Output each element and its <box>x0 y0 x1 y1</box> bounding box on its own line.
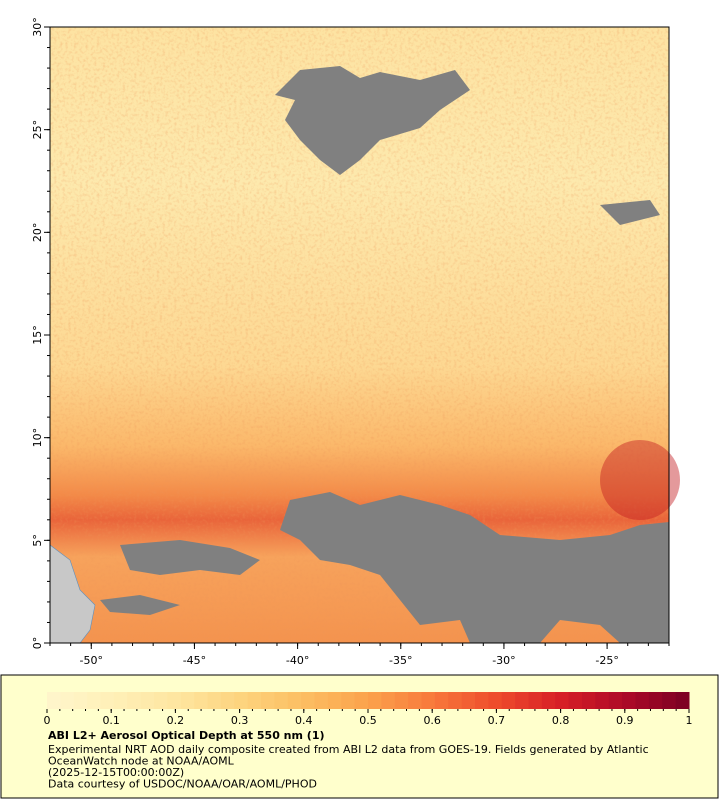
colorbar-swatch <box>354 692 369 709</box>
colorbar-swatch <box>541 692 556 709</box>
colorbar-swatch <box>582 692 596 709</box>
caption-note: Experimental NRT AOD daily composite cre… <box>48 743 649 756</box>
x-tick-label: -25° <box>595 654 618 667</box>
colorbar-swatch <box>127 692 142 709</box>
colorbar-swatch <box>73 692 88 709</box>
colorbar-swatch <box>180 692 195 709</box>
colorbar-swatch <box>327 692 342 709</box>
colorbar-swatch <box>635 692 650 709</box>
colorbar-swatch <box>434 692 449 709</box>
colorbar-swatch <box>287 692 302 709</box>
colorbar-swatch <box>648 692 663 709</box>
x-tick-label: -35° <box>389 654 412 667</box>
y-tick-label: 15° <box>31 325 44 345</box>
colorbar-tick-label: 0 <box>44 714 51 727</box>
y-tick-label: 20° <box>31 223 44 243</box>
x-tick-label: -45° <box>183 654 206 667</box>
map-image <box>49 27 680 644</box>
colorbar-tick-label: 0.5 <box>359 714 377 727</box>
colorbar-swatch <box>528 692 543 709</box>
colorbar-tick-label: 0.9 <box>616 714 634 727</box>
colorbar-swatch <box>368 692 382 709</box>
y-tick-label: 10° <box>31 428 44 448</box>
colorbar-swatch <box>448 692 463 709</box>
colorbar-swatch <box>261 692 275 709</box>
colorbar-tick-label: 0.7 <box>488 714 506 727</box>
colorbar-swatch <box>595 692 610 709</box>
y-tick-label: 0° <box>31 637 44 650</box>
colorbar-swatch <box>60 692 75 709</box>
colorbar-swatch <box>194 692 208 709</box>
colorbar-tick-label: 1 <box>686 714 693 727</box>
colorbar-tick-label: 0.3 <box>231 714 249 727</box>
colorbar-swatch <box>301 692 315 709</box>
colorbar-swatch <box>167 692 182 709</box>
colorbar-swatch <box>608 692 623 709</box>
colorbar-swatch <box>421 692 436 709</box>
colorbar-swatch <box>555 692 570 709</box>
caption-note: (2025-12-15T00:00:00Z) <box>48 766 184 779</box>
colorbar-swatch <box>394 692 409 709</box>
x-tick-label: -50° <box>80 654 103 667</box>
colorbar-swatch <box>100 692 115 709</box>
colorbar-swatch <box>87 692 101 709</box>
caption-note: OceanWatch node at NOAA/AOML <box>48 755 235 768</box>
colorbar-swatch <box>220 692 235 709</box>
colorbar-swatch <box>475 692 489 709</box>
colorbar-swatch <box>622 692 636 709</box>
colorbar-tick-label: 0.8 <box>552 714 570 727</box>
colorbar-swatch <box>234 692 249 709</box>
x-tick-label: -30° <box>492 654 515 667</box>
colorbar-tick-label: 0.4 <box>295 714 313 727</box>
colorbar-swatch <box>113 692 128 709</box>
colorbar-swatch <box>381 692 396 709</box>
y-tick-label: 5° <box>31 534 44 547</box>
colorbar-swatch <box>501 692 516 709</box>
colorbar-tick-label: 0.2 <box>167 714 185 727</box>
colorbar-swatch <box>314 692 329 709</box>
colorbar-swatch <box>461 692 476 709</box>
colorbar-tick-label: 0.1 <box>102 714 120 727</box>
colorbar-swatch <box>408 692 422 709</box>
colorbar-swatch <box>154 692 168 709</box>
y-tick-label: 25° <box>31 120 44 140</box>
colorbar-swatch <box>341 692 356 709</box>
y-tick-label: 30° <box>31 17 44 37</box>
colorbar-swatch <box>274 692 289 709</box>
colorbar-swatch <box>247 692 262 709</box>
colorbar-swatch <box>662 692 677 709</box>
colorbar-swatch <box>47 692 61 709</box>
colorbar-swatch <box>675 692 690 709</box>
x-tick-label: -40° <box>286 654 309 667</box>
colorbar-swatch <box>515 692 529 709</box>
caption-note: Data courtesy of USDOC/NOAA/OAR/AOML/PHO… <box>48 778 317 791</box>
colorbar-swatch <box>488 692 503 709</box>
colorbar-tick-label: 0.6 <box>423 714 441 727</box>
colorbar-swatch <box>207 692 222 709</box>
colorbar-swatch <box>140 692 155 709</box>
colorbar-swatch <box>568 692 583 709</box>
caption-title: ABI L2+ Aerosol Optical Depth at 550 nm … <box>48 729 325 742</box>
